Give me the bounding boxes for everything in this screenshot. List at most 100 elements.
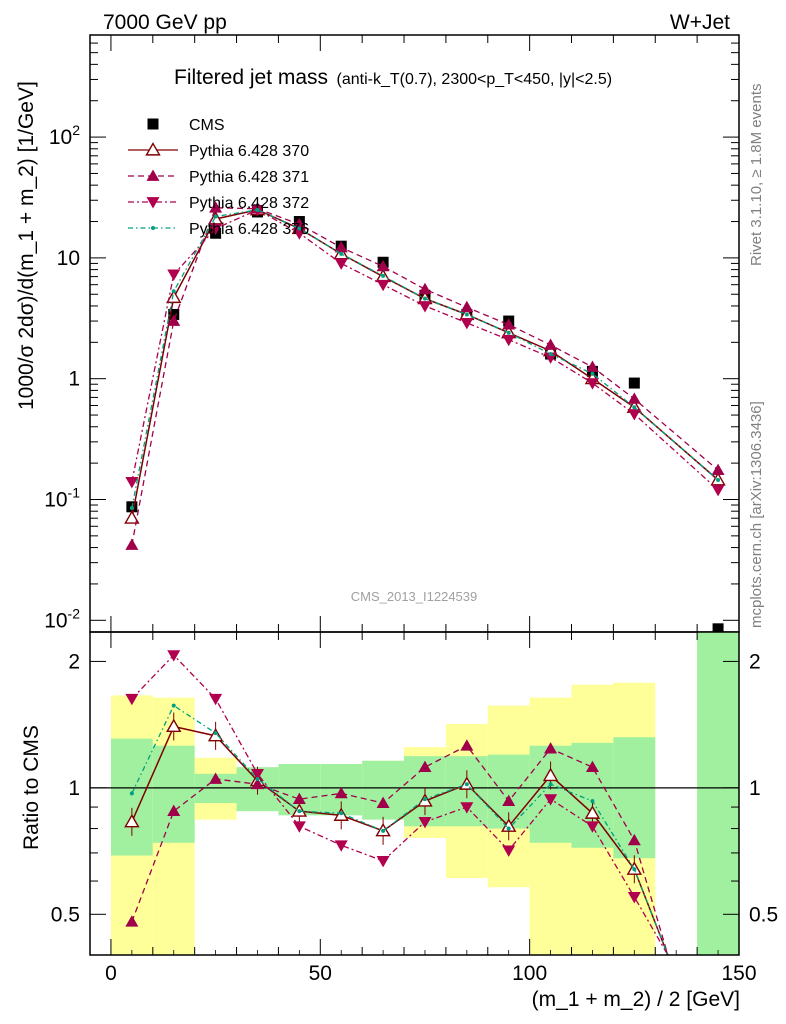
ratio-point-2 [460,802,474,814]
data-point [168,308,180,320]
ratio-point-2 [250,768,264,781]
ratio-point-3 [422,797,427,802]
series-point-4 [506,330,511,335]
series-point-4 [297,226,302,231]
ratio-line-2 [131,654,669,956]
series-point-3 [502,334,516,347]
ratio-point-1 [292,792,306,805]
legend-label: Pythia 6.428 376 [189,221,309,238]
rivet-text: Rivet 3.1.10, ≥ 1.8M events [748,84,765,267]
band-inner [110,738,153,856]
ratio-point-3 [255,776,260,781]
ratio-point-3 [171,703,176,708]
series-point-4 [213,214,218,219]
series-point-3 [376,279,390,292]
series-point-3 [418,301,432,313]
series-point-3 [209,223,223,236]
legend-marker [147,118,159,130]
ratio-point-1 [460,739,474,751]
y-tick-label-right: 2 [749,650,761,673]
ratio-frame [89,631,740,956]
series-point-4 [129,506,134,511]
ratio-point-1 [502,794,516,806]
ratio-point-2 [376,856,390,868]
y-tick-label: 10 [57,247,80,270]
ratio-point-0 [124,813,140,828]
legend-label: CMS [189,117,225,134]
watermark: CMS_2013_I1224539 [351,589,478,604]
series-point-2 [585,360,599,372]
series-point-4 [632,405,637,410]
series-point-2 [167,314,181,326]
ratio-point-2 [334,840,348,852]
y-tick-label-right: 0.5 [749,903,778,926]
legend-marker [145,142,161,156]
series-point-4 [464,312,469,317]
series-point-4 [716,477,721,482]
ratio-point-1 [585,760,599,773]
series-point-2 [627,392,641,404]
ratio-point-3 [506,826,511,831]
ratio-point-2 [502,845,516,857]
main-marks [124,201,726,635]
ratio-line-1 [131,744,669,956]
series-point-1 [166,289,182,304]
ratio-point-2 [292,821,306,833]
series-point-4 [339,251,344,256]
main-ylabel: 1000/σ 2dσ)/d(m_1 + m_2) [1/GeV] [15,81,38,410]
legend: CMS Pythia 6.428 370 Pythia 6.428 371 Pythi… [128,117,309,238]
series-point-4 [255,207,260,212]
ratio-point-3 [213,731,218,736]
ratio-point-3 [632,867,637,872]
ratio-line-0 [131,725,669,956]
legend-marker [151,226,155,230]
series-point-3 [292,228,306,240]
legend-label: Pythia 6.428 372 [189,195,309,212]
mcplots-text: mcplots.cern.ch [arXiv:1306.3436] [748,401,765,628]
series-point-3 [460,317,474,330]
series-point-4 [171,289,176,294]
ratio-line-3 [131,704,669,956]
ratio-point-1 [250,777,264,790]
ratio-plot: 0 50 100 150 0.5 0.5 1 1 2 2 [51,631,778,985]
ratio-point-0 [166,718,182,733]
legend-marker [146,169,160,181]
y-tick-label: 1 [68,368,80,391]
ratio-point-3 [129,791,134,796]
data-point [628,377,640,389]
ratio-point-2 [167,650,181,662]
legend-label: Pythia 6.428 371 [189,169,309,186]
y-tick-exp: -2 [68,605,81,621]
ratio-xlabel: (m_1 + m_2) / 2 [GeV] [532,988,740,1011]
y-tick-label-right: 1 [749,777,761,800]
ratio-point-2 [209,693,223,706]
legend-marker [146,197,160,209]
ratio-point-2 [418,816,432,829]
y-tick-label: 1 [68,777,80,800]
y-tick-exp: 2 [72,122,80,138]
series-point-2 [376,259,390,272]
series-point-3 [334,258,348,270]
ratio-marks [90,650,739,956]
ratio-ticks: 0 50 100 150 0.5 0.5 1 1 2 2 [51,632,778,985]
x-tick-label: 100 [512,962,547,985]
series-line-3 [131,209,719,491]
series-point-3 [125,476,139,489]
ratio-point-1 [418,760,432,773]
ratio-point-3 [590,799,595,804]
y-tick-label: 0.5 [51,903,80,926]
ratio-ylabel: Ratio to CMS [20,725,43,850]
series-point-3 [627,409,641,421]
header-right: W+Jet [670,11,730,34]
ratio-point-0 [584,805,601,819]
series-line-4 [131,209,719,509]
band-inner [697,632,739,955]
data-point [712,623,724,635]
ratio-point-1 [376,796,390,808]
ratio-point-2 [585,821,599,833]
series-point-2 [418,282,432,295]
ratio-point-1 [334,786,348,799]
header-left: 7000 GeV pp [103,11,227,34]
series-point-2 [125,538,139,550]
